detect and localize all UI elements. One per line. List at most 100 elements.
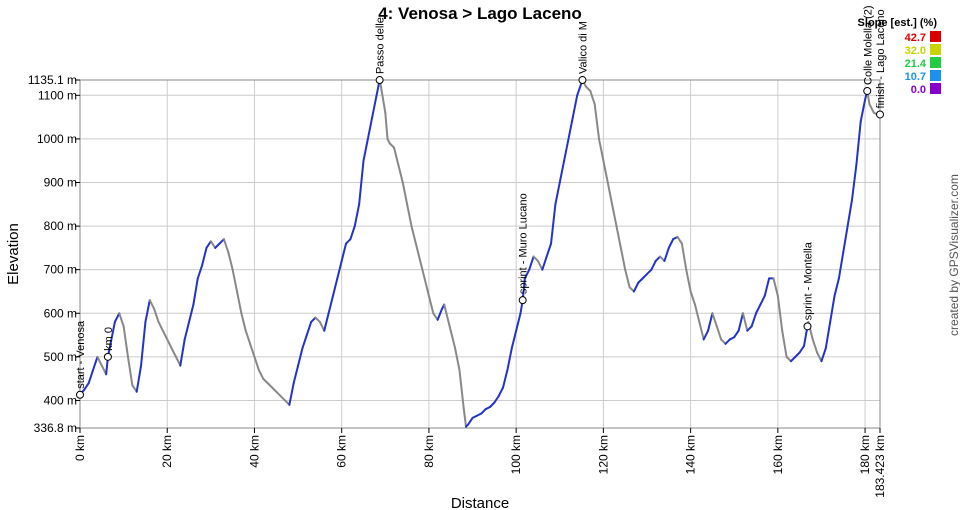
profile-segment (454, 347, 461, 371)
waypoint-label: sprint - Muro Lucano (518, 193, 530, 294)
waypoint-marker (876, 110, 884, 119)
x-tick-label: 100 km (509, 435, 523, 474)
x-tick-label: 60 km (335, 435, 349, 468)
profile-segment (763, 277, 771, 297)
profile-segment (366, 116, 374, 140)
y-tick-label: 700 m (44, 263, 77, 277)
profile-segment (746, 325, 753, 332)
x-tick-label: 40 km (247, 435, 261, 468)
waypoint-marker (863, 86, 872, 95)
waypoint-label: km 0 (103, 327, 115, 351)
waypoint-marker (803, 322, 812, 331)
legend-swatch (930, 70, 941, 81)
legend-label: 10.7 (905, 71, 926, 83)
profile-segment (353, 203, 361, 228)
x-tick-label: 180 km (858, 435, 872, 474)
chart-title: 4: Venosa > Lago Laceno (378, 4, 582, 23)
waypoints-layer: start - Venosa km 0 Passo delle sprint - Mu… (75, 5, 887, 399)
y-tick-label: 400 m (44, 393, 77, 407)
profile-segment (829, 294, 836, 323)
profile-segment (707, 312, 714, 332)
profile-segment (393, 146, 400, 167)
profile-segment (222, 238, 230, 254)
profile-segment (606, 181, 614, 206)
profile-segment (122, 325, 129, 358)
y-tick-label: 600 m (44, 306, 77, 320)
profile-segment (305, 320, 313, 337)
profile-segment (545, 242, 553, 258)
profile-segment (188, 303, 195, 323)
waypoint-marker (518, 296, 527, 305)
profile-segment (502, 368, 509, 389)
profile-segment (776, 294, 784, 332)
profile-segment (624, 268, 631, 289)
profile-segment (196, 264, 204, 280)
profile-segment (340, 242, 348, 262)
profile-segment (641, 273, 648, 280)
legend-swatch (930, 83, 941, 94)
profile-segment (227, 251, 234, 271)
profile-segment (467, 416, 474, 426)
profile-segment (515, 312, 522, 332)
profile-segment (270, 386, 278, 393)
profile-segment (724, 338, 731, 345)
profile-segment (318, 320, 326, 332)
waypoint-marker (375, 76, 384, 85)
profile-segment (859, 98, 867, 123)
profile-segment (567, 116, 574, 140)
profile-segment (571, 94, 579, 119)
profile-segment (257, 368, 265, 380)
profile-segment (532, 255, 539, 262)
profile-segment (443, 303, 448, 315)
profile-segment (689, 290, 696, 306)
x-tick-label: 140 km (684, 435, 698, 474)
y-tick-label: 1135.1 m (28, 73, 77, 87)
x-tick-label: 183.423 km (873, 435, 887, 498)
profile-segment (87, 368, 95, 385)
profile-segment (406, 203, 413, 228)
profile-segment (554, 181, 561, 206)
profile-segment (558, 159, 566, 184)
profile-segment (161, 329, 169, 341)
y-tick-label: 336.8 m (34, 421, 77, 435)
legend-swatch (930, 31, 941, 42)
waypoint-marker (76, 390, 84, 399)
profile-segment (506, 347, 513, 371)
profile-segment (170, 347, 177, 358)
profile-segment (711, 312, 718, 328)
profile-segment (201, 246, 208, 267)
profile-segment (140, 320, 147, 367)
y-axis-ticks: 336.8 m 400 m 500 m 600 m 700 m 800 m 900 m 100… (28, 73, 80, 435)
profile-segment (231, 268, 239, 293)
waypoint-marker (578, 76, 587, 85)
profile-segment (205, 240, 212, 249)
x-tick-label: 120 km (596, 435, 610, 474)
y-tick-label: 1100 m (38, 88, 77, 102)
profile-segment (750, 312, 758, 328)
profile-segment (811, 338, 819, 354)
profile-segment (288, 382, 295, 406)
profile-segment (83, 382, 90, 391)
profile-segment (135, 364, 143, 393)
profile-segment (262, 377, 269, 385)
profile-segment (384, 111, 389, 140)
profile-segment (266, 382, 273, 389)
profile-segment (637, 277, 644, 284)
profile-segment (563, 137, 570, 162)
profile-segment (279, 395, 286, 402)
profile-segment (602, 159, 609, 184)
profile-segment (144, 299, 151, 323)
profile-segment (292, 364, 300, 385)
profile-segment (349, 225, 356, 241)
profile-segment (741, 312, 749, 332)
profile-segment (598, 137, 605, 162)
profile-segment (816, 351, 823, 363)
profile-segment (528, 255, 535, 271)
profile-segment (371, 94, 378, 119)
x-tick-label: 80 km (422, 435, 436, 468)
waypoint-label: sprint - Montella (802, 241, 814, 320)
profile-segment (423, 277, 430, 297)
profile-segment (584, 85, 592, 92)
profile-segment (693, 303, 701, 323)
